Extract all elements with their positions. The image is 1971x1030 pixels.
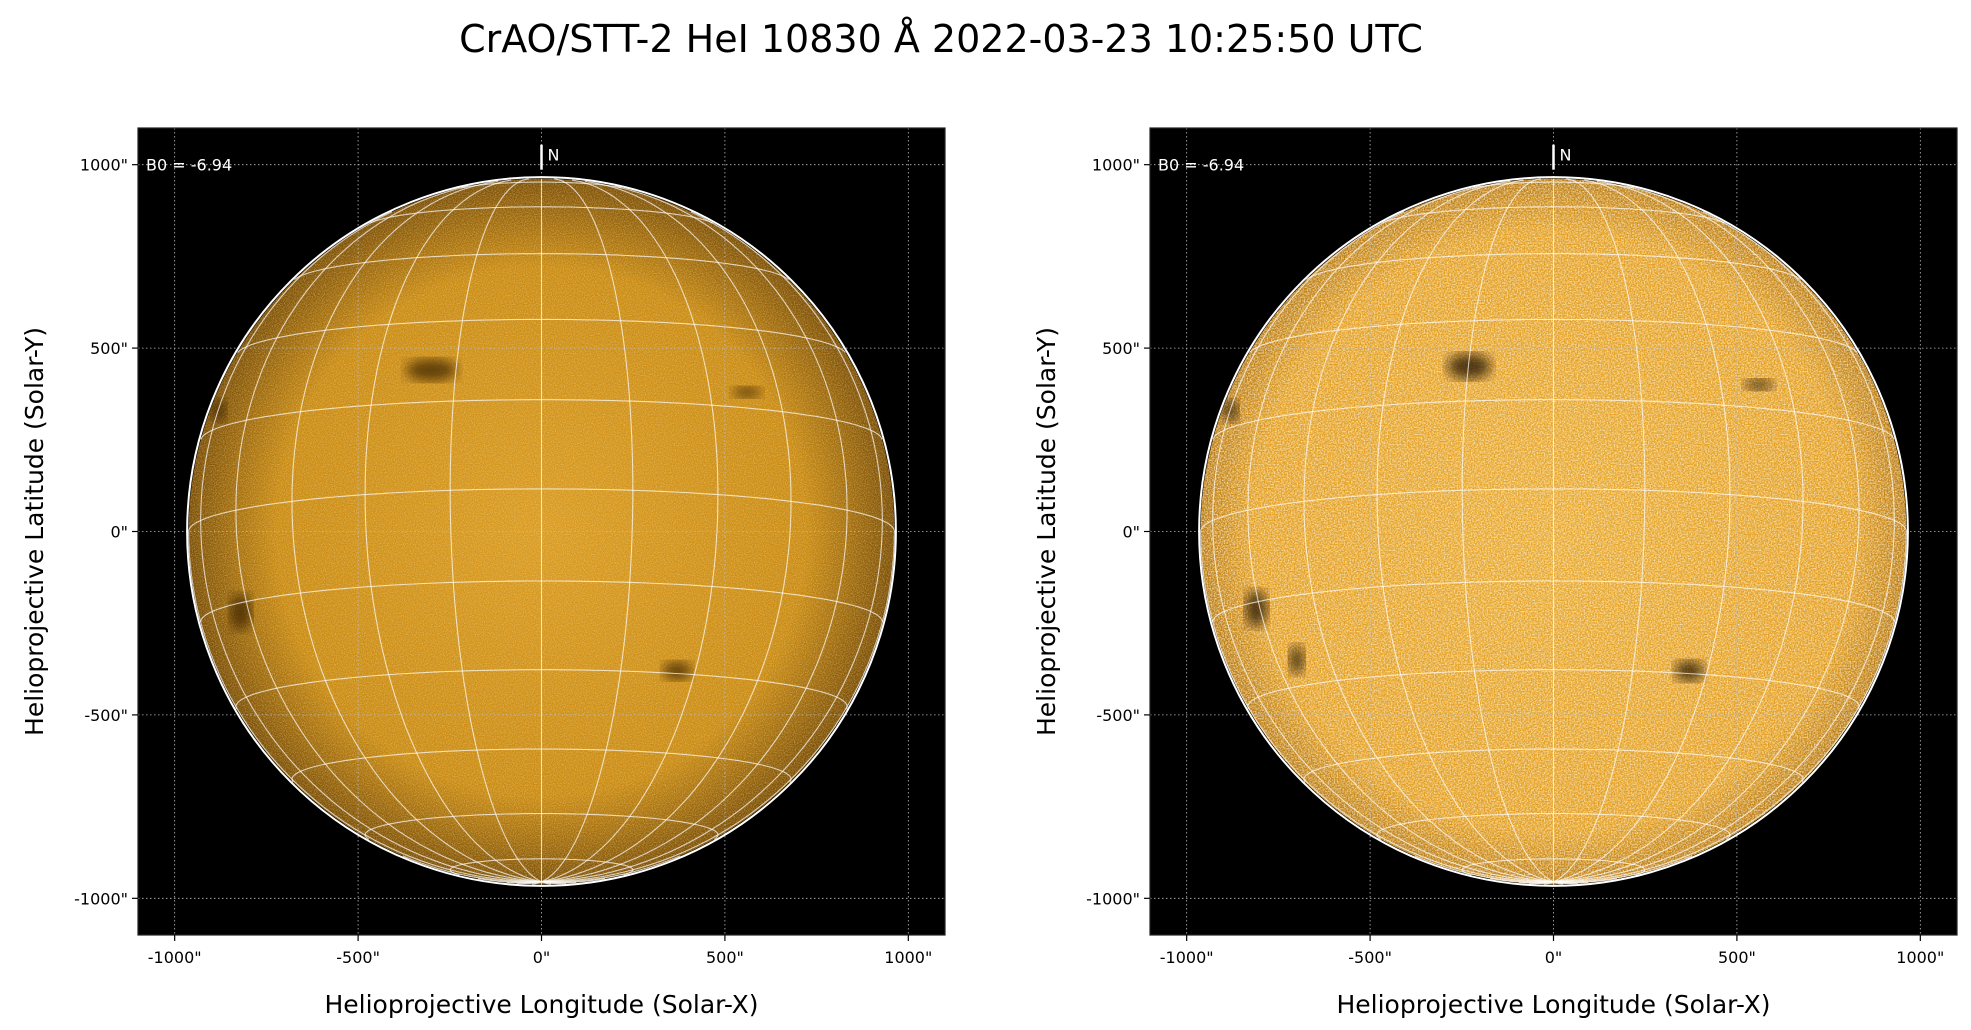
graticule-meridian	[1212, 211, 1554, 883]
graticule-meridian	[1303, 180, 1554, 883]
graticule-meridian	[364, 179, 542, 883]
graticule-meridian	[1461, 178, 1554, 883]
dark-filament	[211, 399, 227, 422]
b0-annotation: B0 = -6.94	[1158, 156, 1244, 175]
dark-filament	[1744, 379, 1774, 391]
y-tick-label: -500"	[1096, 706, 1140, 725]
graticule-parallel	[370, 206, 713, 224]
graticule-parallel	[294, 253, 789, 281]
x-tick-label: 0"	[533, 948, 551, 967]
graticule-parallel	[1247, 669, 1860, 710]
x-tick-label: 1000"	[1896, 948, 1944, 967]
solar-limb	[186, 176, 897, 887]
graticule-parallel	[1200, 488, 1907, 532]
y-tick-label: -1000"	[74, 889, 128, 908]
graticule-meridian	[541, 211, 883, 883]
graticule-parallel	[364, 812, 719, 840]
graticule-meridian	[541, 855, 681, 883]
graticule-parallel	[460, 181, 623, 189]
graticule-parallel	[200, 580, 883, 623]
graticule-parallel	[237, 318, 846, 353]
x-axis-label: Helioprojective Longitude (Solar-X)	[1336, 990, 1770, 1019]
graticule-meridian	[1553, 178, 1646, 883]
north-label: N	[1560, 146, 1572, 165]
y-tick-label: 0"	[1122, 523, 1140, 542]
figure-title: CrAO/STT-2 HeI 10830 Å 2022-03-23 10:25:…	[459, 17, 1423, 61]
graticule-parallel	[1306, 253, 1801, 281]
b0-annotation: B0 = -6.94	[146, 156, 232, 175]
right-solar-panel: -1000" -1000" -500" -500" 0" 0" 500" 500" 1000" 1…	[1032, 127, 1958, 1019]
y-axis-label: Helioprojective Latitude (Solar-Y)	[20, 327, 49, 736]
graticule-meridian	[402, 855, 542, 883]
x-tick-label: 500"	[706, 948, 744, 967]
graticule-meridian	[1553, 881, 1564, 885]
x-tick-label: -1000"	[1160, 948, 1214, 967]
graticule-parallel	[1376, 812, 1731, 840]
x-tick-label: 500"	[1718, 948, 1756, 967]
graticule-parallel	[1303, 748, 1804, 783]
y-tick-label: 1000"	[80, 156, 128, 175]
graticule-parallel	[235, 669, 848, 710]
graticule-meridian	[1247, 185, 1554, 883]
graticule-parallel	[291, 748, 792, 783]
graticule-meridian	[1414, 855, 1554, 883]
dark-filament	[662, 661, 692, 681]
x-tick-label: 0"	[1545, 948, 1563, 967]
graticule-meridian	[541, 178, 634, 883]
north-label: N	[548, 146, 560, 165]
dark-filament	[405, 359, 458, 382]
graticule-meridian	[449, 178, 542, 883]
x-tick-label: -500"	[1348, 948, 1392, 967]
y-tick-label: 500"	[90, 339, 128, 358]
graticule-meridian	[541, 185, 848, 883]
graticule-meridian	[1376, 179, 1554, 883]
y-tick-label: -1000"	[1086, 889, 1140, 908]
graticule-parallel	[1212, 580, 1895, 623]
graticule-parallel	[1212, 399, 1895, 440]
x-tick-label: -1000"	[148, 948, 202, 967]
graticule-parallel	[188, 488, 895, 532]
y-axis-label: Helioprojective Latitude (Solar-Y)	[1032, 327, 1061, 736]
graticule-parallel	[200, 399, 883, 440]
graticule-meridian	[1553, 211, 1895, 883]
graticule-parallel	[1382, 206, 1725, 224]
graticule-parallel	[1472, 181, 1635, 189]
graticule-parallel	[449, 858, 634, 876]
graticule-meridian	[1553, 179, 1731, 883]
x-axis-label: Helioprojective Longitude (Solar-X)	[324, 990, 758, 1019]
graticule-meridian	[235, 185, 542, 883]
graticule-meridian	[1553, 855, 1693, 883]
y-tick-label: 1000"	[1092, 156, 1140, 175]
graticule-meridian	[541, 179, 719, 883]
dark-filament	[1447, 353, 1492, 380]
dark-filament	[1223, 399, 1239, 422]
dark-filament	[1674, 660, 1704, 682]
left-solar-panel: -1000" -1000" -500" -500" 0" 0" 500" 500" 1000" 1…	[20, 127, 946, 1019]
graticule-meridian	[291, 180, 542, 883]
graticule-meridian	[200, 211, 542, 883]
dark-filament	[732, 386, 762, 398]
graticule-parallel	[1249, 318, 1858, 353]
dark-filament	[1289, 645, 1305, 675]
y-tick-label: -500"	[84, 706, 128, 725]
solar-limb	[1198, 176, 1909, 887]
graticule-meridian	[1553, 185, 1860, 883]
y-tick-label: 500"	[1102, 339, 1140, 358]
x-tick-label: 1000"	[884, 948, 932, 967]
x-tick-label: -500"	[336, 948, 380, 967]
graticule-meridian	[541, 180, 792, 883]
graticule-meridian	[541, 881, 552, 885]
graticule-meridian	[1553, 881, 1579, 885]
y-tick-label: 0"	[110, 523, 128, 542]
graticule-meridian	[541, 881, 567, 885]
dark-filament	[1245, 590, 1268, 627]
graticule-meridian	[1553, 180, 1804, 883]
graticule-parallel	[1461, 858, 1646, 876]
